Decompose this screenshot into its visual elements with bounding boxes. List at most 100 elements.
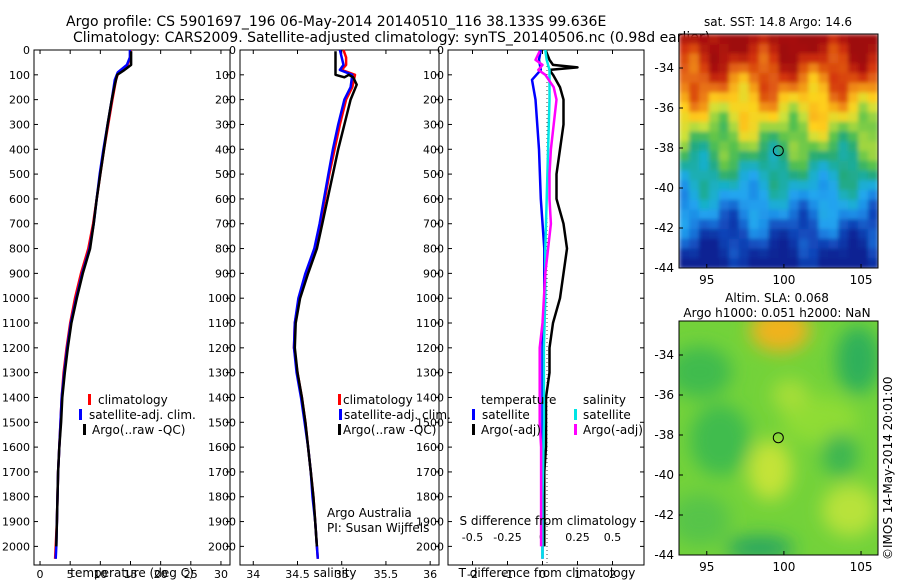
- sst-cell: [818, 121, 830, 133]
- sst-cell: [689, 92, 700, 104]
- sst-cell: [858, 112, 869, 123]
- temperature-axis: 0100200300400500600700800900100011001200…: [2, 44, 230, 580]
- sst-cell: [868, 209, 878, 221]
- sst-cell: [758, 219, 770, 231]
- sst-cell: [708, 258, 720, 268]
- sst-cell: [698, 43, 710, 55]
- sst-cell: [788, 121, 800, 133]
- sst-cell: [818, 151, 830, 162]
- temperature-xlabel: temperature (deg C): [70, 566, 193, 580]
- sst-cell: [838, 82, 850, 94]
- sst-cell: [768, 229, 780, 240]
- sst-cell: [768, 63, 780, 75]
- y-tick-label: 1300: [2, 367, 30, 380]
- sst-cell: [768, 43, 780, 55]
- sst-cell: [838, 209, 850, 221]
- sst-cell: [808, 112, 820, 123]
- sst-cell: [679, 63, 690, 75]
- sst-cell: [818, 248, 830, 260]
- sst-cell: [708, 112, 720, 123]
- sst-cell: [818, 53, 830, 65]
- salinity-axis: 0 100 200 300 400 500 600 700 800 900 1000 1100 1200…: [208, 44, 439, 580]
- x-tick-label: -2: [467, 568, 478, 580]
- title-line-2: Climatology: CARS2009. Satellite-adjuste…: [73, 30, 710, 46]
- difference-x2label: S difference from climatology: [460, 514, 637, 528]
- x-tick-label: 0: [37, 568, 44, 580]
- sst-cell: [698, 209, 710, 221]
- sst-cell: [728, 82, 740, 94]
- sst-cell: [838, 199, 850, 211]
- map-y-tick-label: -40: [654, 468, 674, 482]
- sst-cell: [858, 82, 869, 94]
- sst-cell: [858, 34, 869, 45]
- map-y-tick-label: -40: [654, 181, 674, 195]
- sst-cell: [728, 258, 740, 268]
- sst-cell: [768, 160, 780, 172]
- sst-cell: [768, 238, 780, 250]
- sst-cell: [698, 190, 710, 201]
- sst-cell: [758, 209, 770, 221]
- sst-cell: [868, 92, 878, 104]
- y-tick-label: 200: [423, 94, 444, 107]
- salinity-legend: climatology satellite-adj. clim. Argo(..…: [338, 393, 451, 437]
- map-x-tick-label: 105: [850, 560, 873, 574]
- sst-cell: [758, 160, 770, 172]
- imos-side-label: ©IMOS 14-May-2014 20:01:00: [881, 376, 895, 560]
- sst-cell: [708, 92, 720, 104]
- legend-label-satellite: satellite-adj. clim.: [344, 408, 451, 422]
- sst-cell: [838, 112, 850, 123]
- sst-cell: [848, 170, 859, 182]
- sst-cell: [788, 112, 800, 123]
- sst-cell: [808, 219, 820, 231]
- sst-cell: [788, 102, 800, 114]
- sst-cell: [818, 190, 830, 201]
- legend-label-climatology: climatology: [343, 393, 413, 407]
- sst-cell: [748, 258, 760, 268]
- sst-cell: [778, 160, 790, 172]
- sst-cell: [818, 180, 830, 192]
- y-tick-label: 400: [9, 143, 30, 156]
- sst-cell: [838, 190, 850, 201]
- sst-cell: [758, 190, 770, 201]
- sst-cell: [728, 160, 740, 172]
- legend-label-argo: Argo(..raw -QC): [92, 423, 185, 437]
- sst-cell: [768, 53, 780, 65]
- sst-cell: [679, 151, 690, 162]
- sst-cell: [679, 53, 690, 65]
- sst-cell: [698, 258, 710, 268]
- map-x-tick-label: 95: [699, 273, 714, 287]
- legend-label-t-satellite: satellite: [482, 408, 530, 422]
- y-tick-label: 1100: [208, 317, 236, 330]
- y-tick-label: 400: [215, 143, 236, 156]
- sst-cell: [848, 141, 859, 153]
- sst-cell: [748, 151, 760, 162]
- legend-swatch-t-argo: [472, 424, 475, 435]
- sst-cell: [728, 190, 740, 201]
- sst-cell: [798, 43, 810, 55]
- sst-cell: [808, 258, 820, 268]
- sst-cell: [768, 112, 780, 123]
- sst-cell: [828, 73, 840, 84]
- sst-cell: [748, 190, 760, 201]
- title-line-1: Argo profile: CS 5901697_196 06-May-2014…: [66, 14, 606, 30]
- sst-cell: [848, 199, 859, 211]
- sst-cell: [748, 73, 760, 84]
- sst-cell: [708, 34, 720, 45]
- sst-cell: [818, 82, 830, 94]
- x2-tick-label: 0.5: [604, 531, 622, 544]
- sst-cell: [698, 141, 710, 153]
- sst-cell: [778, 34, 790, 45]
- x2-tick-label: -0.25: [493, 531, 521, 544]
- sst-cell: [858, 190, 869, 201]
- y-tick-label: 200: [215, 94, 236, 107]
- sst-cell: [778, 141, 790, 153]
- sst-cell: [718, 209, 730, 221]
- sst-cell: [758, 92, 770, 104]
- sst-cell: [868, 160, 878, 172]
- sst-cell: [868, 238, 878, 250]
- sst-cell: [679, 160, 690, 172]
- sst-cell: [838, 170, 850, 182]
- sst-cell: [748, 199, 760, 211]
- sst-cell: [778, 229, 790, 240]
